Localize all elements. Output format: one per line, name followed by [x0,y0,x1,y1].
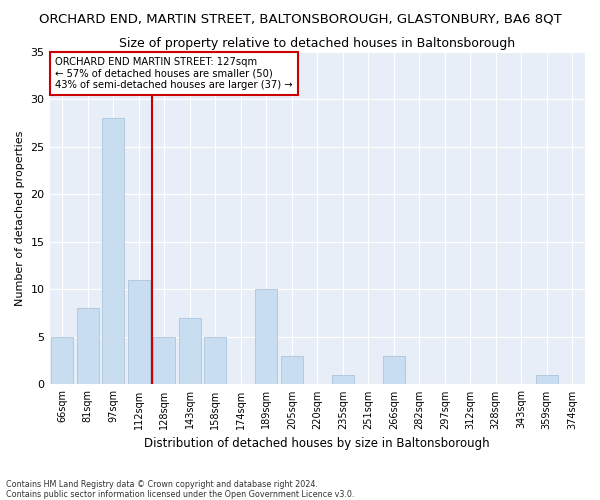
Text: ORCHARD END, MARTIN STREET, BALTONSBOROUGH, GLASTONBURY, BA6 8QT: ORCHARD END, MARTIN STREET, BALTONSBOROU… [38,12,562,26]
Bar [256,290,277,384]
Bar [103,118,124,384]
Bar [536,375,557,384]
Bar [154,337,175,384]
Bar [52,337,73,384]
X-axis label: Distribution of detached houses by size in Baltonsborough: Distribution of detached houses by size … [145,437,490,450]
Bar [281,356,302,384]
Text: Contains HM Land Registry data © Crown copyright and database right 2024.
Contai: Contains HM Land Registry data © Crown c… [6,480,355,499]
Bar [205,337,226,384]
Bar [383,356,404,384]
Bar [77,308,98,384]
Bar [179,318,200,384]
Y-axis label: Number of detached properties: Number of detached properties [15,130,25,306]
Bar [332,375,353,384]
Title: Size of property relative to detached houses in Baltonsborough: Size of property relative to detached ho… [119,38,515,51]
Text: ORCHARD END MARTIN STREET: 127sqm
← 57% of detached houses are smaller (50)
43% : ORCHARD END MARTIN STREET: 127sqm ← 57% … [55,56,293,90]
Bar [128,280,149,384]
